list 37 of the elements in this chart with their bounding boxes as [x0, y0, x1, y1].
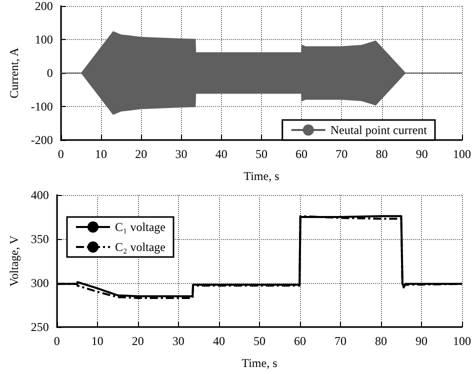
- legend-label: C₂ voltage: [115, 240, 166, 254]
- y-tick-label: -100: [30, 100, 53, 114]
- x-tick-label: 70: [336, 147, 348, 161]
- x-tick-label: 30: [175, 147, 188, 161]
- x-tick-label: 40: [212, 334, 225, 348]
- x-tick-label: 90: [416, 147, 428, 161]
- y-tick-label: -200: [30, 133, 53, 147]
- x-tick-label: 20: [135, 147, 148, 161]
- y-tick-label: 250: [30, 320, 49, 334]
- x-tick-label: 50: [253, 334, 266, 348]
- legend-label: Neutal point current: [330, 123, 428, 137]
- x-tick-label: 100: [453, 334, 471, 348]
- y-tick-label: 400: [30, 188, 49, 202]
- x-tick-label: 10: [91, 334, 104, 348]
- y-axis-title: Voltage, V: [7, 235, 21, 286]
- legend-label: C₁ voltage: [115, 220, 166, 234]
- x-tick-label: 10: [95, 147, 108, 161]
- x-tick-label: 20: [132, 334, 144, 348]
- x-axis-title: Time, s: [244, 169, 280, 183]
- y-axis-title: Current, A: [7, 47, 21, 98]
- x-tick-label: 80: [376, 147, 388, 161]
- x-tick-label: 60: [296, 147, 308, 161]
- y-tick-label: 200: [34, 0, 53, 13]
- x-tick-label: 70: [334, 334, 346, 348]
- x-axis-title: Time, s: [242, 356, 278, 370]
- y-tick-label: 100: [34, 32, 53, 46]
- x-tick-label: 60: [294, 334, 306, 348]
- x-tick-label: 30: [172, 334, 184, 348]
- x-tick-label: 50: [255, 147, 268, 161]
- y-tick-label: 0: [46, 66, 53, 80]
- x-tick-label: 100: [453, 147, 471, 161]
- y-tick-label: 300: [30, 276, 49, 290]
- x-tick-label: 40: [215, 147, 228, 161]
- x-tick-label: 0: [58, 147, 64, 161]
- x-tick-label: 90: [415, 334, 428, 348]
- x-tick-label: 80: [374, 334, 387, 348]
- y-tick-label: 350: [30, 232, 49, 246]
